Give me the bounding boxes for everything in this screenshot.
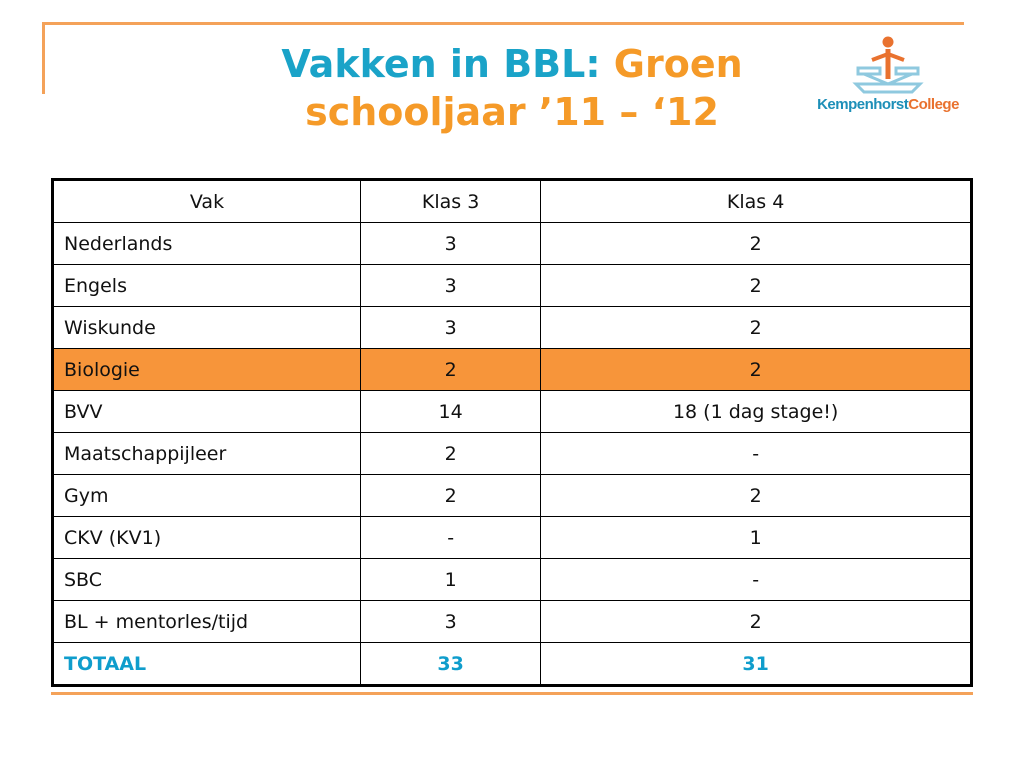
header-cell-klas3: Klas 3 bbox=[359, 179, 542, 223]
table-row: Gym 2 2 bbox=[52, 474, 972, 517]
subject-cell: BL + mentorles/tijd bbox=[52, 600, 361, 643]
title-line-1: Vakken in BBL: Groen bbox=[200, 40, 824, 88]
klas3-cell: 3 bbox=[359, 264, 542, 307]
table-total-row: TOTAAL 33 31 bbox=[52, 642, 972, 686]
table-row: BVV 14 18 (1 dag stage!) bbox=[52, 390, 972, 433]
klas3-cell: 14 bbox=[359, 390, 542, 433]
klas3-cell: - bbox=[359, 516, 542, 559]
klas4-cell: 2 bbox=[540, 600, 972, 643]
bottom-frame-line bbox=[51, 692, 973, 695]
table-row: CKV (KV1) - 1 bbox=[52, 516, 972, 559]
total-klas4-cell: 31 bbox=[540, 642, 972, 686]
table-header-row: Vak Klas 3 Klas 4 bbox=[52, 179, 972, 223]
subject-cell: Biologie bbox=[52, 348, 361, 391]
table-row: SBC 1 - bbox=[52, 558, 972, 601]
klas4-cell: 2 bbox=[540, 264, 972, 307]
logo-text-main: Kempenhorst bbox=[817, 96, 909, 113]
subject-cell: Gym bbox=[52, 474, 361, 517]
klas4-cell: 2 bbox=[540, 306, 972, 349]
total-klas3-cell: 33 bbox=[359, 642, 542, 686]
klas3-cell: 2 bbox=[359, 432, 542, 475]
logo-text-accent: College bbox=[908, 96, 959, 113]
school-logo: KempenhorstCollege bbox=[806, 36, 970, 122]
table-row: Maatschappijleer 2 - bbox=[52, 432, 972, 475]
subject-cell: Nederlands bbox=[52, 222, 361, 265]
klas3-cell: 3 bbox=[359, 222, 542, 265]
subject-cell: CKV (KV1) bbox=[52, 516, 361, 559]
klas4-cell: 2 bbox=[540, 474, 972, 517]
klas3-cell: 3 bbox=[359, 600, 542, 643]
klas3-cell: 1 bbox=[359, 558, 542, 601]
subject-cell: Maatschappijleer bbox=[52, 432, 361, 475]
header-cell-vak: Vak bbox=[52, 179, 361, 223]
left-frame-line bbox=[42, 22, 45, 94]
table-row: Engels 3 2 bbox=[52, 264, 972, 307]
klas3-cell: 2 bbox=[359, 348, 542, 391]
top-frame-line bbox=[42, 22, 964, 25]
subjects-table: Vak Klas 3 Klas 4 Nederlands 3 2 Engels … bbox=[51, 178, 973, 687]
table-row: BL + mentorles/tijd 3 2 bbox=[52, 600, 972, 643]
school-figure-icon bbox=[852, 36, 924, 94]
klas3-cell: 2 bbox=[359, 474, 542, 517]
header-cell-klas4: Klas 4 bbox=[540, 179, 972, 223]
subject-cell: BVV bbox=[52, 390, 361, 433]
total-label-cell: TOTAAL bbox=[52, 642, 361, 686]
slide-title: Vakken in BBL: Groen schooljaar ’11 – ‘1… bbox=[200, 40, 824, 136]
table-row-highlighted: Biologie 2 2 bbox=[52, 348, 972, 391]
klas4-cell: 2 bbox=[540, 222, 972, 265]
title-line-2: schooljaar ’11 – ‘12 bbox=[305, 90, 719, 134]
klas3-cell: 3 bbox=[359, 306, 542, 349]
subject-cell: Engels bbox=[52, 264, 361, 307]
table-row: Wiskunde 3 2 bbox=[52, 306, 972, 349]
klas4-cell: 1 bbox=[540, 516, 972, 559]
table-row: Nederlands 3 2 bbox=[52, 222, 972, 265]
subject-cell: Wiskunde bbox=[52, 306, 361, 349]
klas4-cell: - bbox=[540, 432, 972, 475]
title-part-2: Groen bbox=[613, 42, 743, 86]
klas4-cell: - bbox=[540, 558, 972, 601]
title-part-1: Vakken in BBL: bbox=[281, 42, 614, 86]
klas4-cell: 18 (1 dag stage!) bbox=[540, 390, 972, 433]
subject-cell: SBC bbox=[52, 558, 361, 601]
logo-text: KempenhorstCollege bbox=[806, 96, 970, 113]
klas4-cell: 2 bbox=[540, 348, 972, 391]
